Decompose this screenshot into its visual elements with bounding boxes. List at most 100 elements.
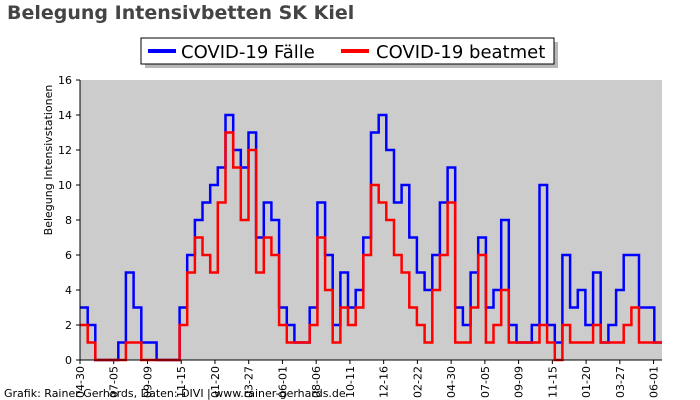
series-beatmet xyxy=(80,131,662,362)
data-point xyxy=(136,306,139,309)
data-point xyxy=(565,324,568,326)
data-point xyxy=(542,184,545,186)
data-point xyxy=(420,271,422,274)
data-point xyxy=(389,219,391,221)
data-point xyxy=(297,341,300,344)
data-point xyxy=(527,341,529,344)
data-point xyxy=(619,341,621,344)
data-point xyxy=(351,306,353,309)
data-point xyxy=(320,236,323,239)
data-point xyxy=(136,341,139,344)
x-tick-label: 03-27 xyxy=(614,366,627,398)
data-point xyxy=(458,341,460,344)
legend-label-faelle: COVID-19 Fälle xyxy=(181,42,315,63)
data-point xyxy=(228,114,231,116)
data-point xyxy=(557,341,560,344)
data-point xyxy=(129,271,131,274)
data-point xyxy=(251,131,254,134)
x-tick-label: 07-05 xyxy=(108,366,121,398)
data-point xyxy=(236,149,238,151)
data-point xyxy=(213,184,215,186)
data-point xyxy=(634,306,636,309)
legend-label-beatmet: COVID-19 beatmet xyxy=(376,42,545,63)
data-point xyxy=(642,341,644,344)
data-point xyxy=(427,341,430,344)
data-point xyxy=(580,289,583,291)
data-point xyxy=(374,131,376,134)
data-point xyxy=(504,219,506,221)
x-tick-label: 04-30 xyxy=(445,366,458,398)
data-point xyxy=(573,341,575,344)
data-point xyxy=(504,289,506,291)
x-tick-label: 07-05 xyxy=(479,366,492,398)
data-point xyxy=(190,271,192,274)
data-point xyxy=(588,324,591,326)
data-point xyxy=(374,184,376,186)
data-point xyxy=(488,306,491,309)
data-point xyxy=(450,166,453,169)
x-tick-label: 11-15 xyxy=(546,366,559,398)
data-point xyxy=(481,236,483,239)
data-point xyxy=(611,341,613,344)
data-point xyxy=(274,219,277,221)
data-point xyxy=(328,254,330,256)
data-point xyxy=(397,201,399,204)
data-point xyxy=(366,236,369,239)
data-point xyxy=(465,341,468,344)
data-point xyxy=(152,341,154,344)
data-point xyxy=(335,341,338,344)
data-point xyxy=(83,306,85,309)
data-point xyxy=(603,341,606,344)
y-tick-label: 4 xyxy=(65,284,72,297)
data-point xyxy=(90,341,93,344)
data-point xyxy=(205,254,208,256)
data-point xyxy=(450,201,453,204)
x-tick-label: 09-09 xyxy=(513,366,526,398)
data-point xyxy=(205,201,208,204)
data-point xyxy=(580,341,583,344)
data-point xyxy=(420,324,422,326)
data-point xyxy=(435,289,437,291)
data-point xyxy=(519,341,522,344)
data-point xyxy=(435,254,437,256)
data-point xyxy=(626,324,629,326)
y-tick-label: 10 xyxy=(58,179,72,192)
data-point xyxy=(573,306,575,309)
data-point xyxy=(274,254,277,256)
data-point xyxy=(213,271,215,274)
x-tick-label: 03-27 xyxy=(243,366,256,398)
data-point xyxy=(243,219,246,221)
chart-credit: Grafik: Rainer Gerhards, Daten: DIVI | w… xyxy=(4,387,346,400)
data-point xyxy=(259,236,261,239)
data-point xyxy=(626,254,629,256)
data-point xyxy=(90,324,93,326)
data-point xyxy=(220,166,223,169)
series-line xyxy=(80,113,662,362)
y-ticks: 0 2 4 6 8 10 12 14 16 xyxy=(58,74,80,367)
data-point xyxy=(228,131,231,134)
y-tick-label: 6 xyxy=(65,249,72,262)
data-point xyxy=(328,289,330,291)
data-point xyxy=(458,306,460,309)
x-tick-label: 01-20 xyxy=(580,366,593,398)
data-point xyxy=(404,271,407,274)
data-point xyxy=(197,236,200,239)
data-point xyxy=(343,271,346,274)
data-point xyxy=(397,254,399,256)
data-point xyxy=(236,166,238,169)
legend: COVID-19 Fälle COVID-19 beatmet xyxy=(140,37,558,68)
data-point xyxy=(465,324,468,326)
data-point xyxy=(182,324,185,326)
data-point xyxy=(197,219,200,221)
data-point xyxy=(488,341,491,344)
data-point xyxy=(473,271,476,274)
data-point xyxy=(381,201,384,204)
data-point xyxy=(565,254,568,256)
data-point xyxy=(534,324,537,326)
x-tick-label: 02-22 xyxy=(411,366,424,398)
data-point xyxy=(343,306,346,309)
x-tick-label: 09-09 xyxy=(141,366,154,398)
data-point xyxy=(427,289,430,291)
data-point xyxy=(511,341,514,344)
